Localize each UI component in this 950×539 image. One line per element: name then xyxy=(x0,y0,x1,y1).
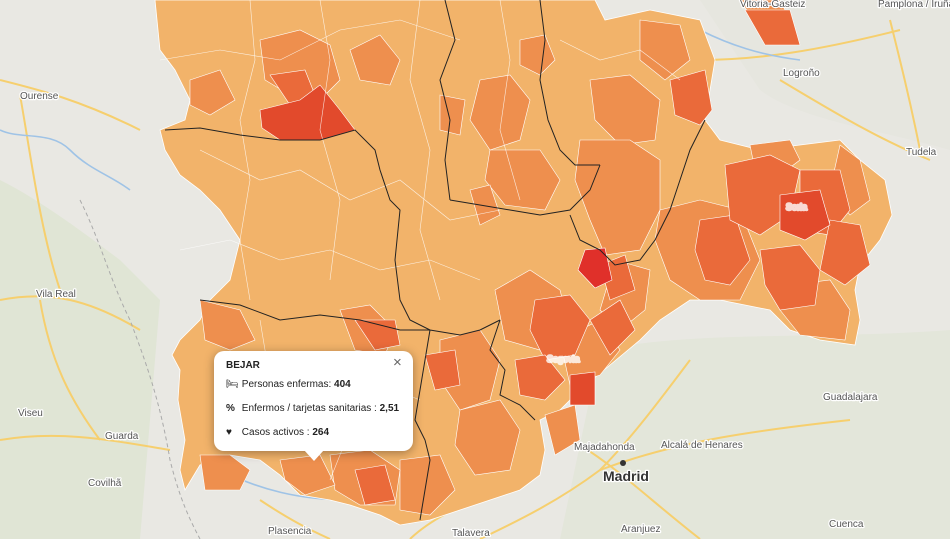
label-logrono: Logroño xyxy=(783,68,820,79)
popup-value-enfermas: 404 xyxy=(334,379,351,390)
label-majadahonda: Majadahonda xyxy=(574,442,635,453)
zones-max xyxy=(577,247,613,289)
popup-label-enfermas: Personas enfermas: xyxy=(241,379,335,390)
label-viseu: Viseu xyxy=(18,408,43,419)
label-pamplona: Pamplona / Iruña xyxy=(878,0,950,10)
label-vitoria: Vitoria-Gasteiz xyxy=(740,0,805,10)
heartbeat-icon: ♥ xyxy=(226,427,232,438)
popup-pointer xyxy=(304,450,324,461)
popup-row-ratio: % Enfermos / tarjetas sanitarias : 2,51 xyxy=(226,403,399,414)
label-covilha: Covilhã xyxy=(88,478,122,489)
roads xyxy=(0,19,931,539)
country-border xyxy=(79,199,201,539)
label-segovia: Segovia xyxy=(547,354,580,364)
zones-high xyxy=(269,9,871,506)
label-soria: Soria xyxy=(786,202,807,212)
popup-value-ratio: 2,51 xyxy=(379,403,400,414)
label-aranjuez: Aranjuez xyxy=(621,524,660,535)
percent-icon: % xyxy=(226,403,235,414)
zones-medium xyxy=(189,0,871,516)
popup-title: BEJAR xyxy=(226,360,260,371)
province-borders xyxy=(164,0,706,521)
bed-icon: 🛏 xyxy=(226,379,239,390)
municipal-borders xyxy=(159,0,681,481)
label-madrid: Madrid xyxy=(603,468,649,484)
close-icon[interactable]: × xyxy=(393,354,402,371)
zones-very-high xyxy=(259,84,831,406)
label-cuenca: Cuenca xyxy=(829,519,864,530)
label-plasencia: Plasencia xyxy=(268,526,312,537)
label-ourense: Ourense xyxy=(20,91,59,102)
popup-value-activos: 264 xyxy=(312,427,330,438)
popup-label-ratio: Enfermos / tarjetas sanitarias : xyxy=(241,403,380,414)
label-talavera: Talavera xyxy=(452,528,490,539)
popup-row-enfermas: 🛏 Personas enfermas: 404 xyxy=(226,379,351,390)
popup-row-activos: ♥ Casos activos : 264 xyxy=(226,427,329,438)
madrid-dot xyxy=(620,460,626,466)
label-guadalajara: Guadalajara xyxy=(823,392,878,403)
popup-label-activos: Casos activos : xyxy=(241,427,313,438)
label-guarda: Guarda xyxy=(105,431,139,442)
label-vila-real: Vila Real xyxy=(36,289,76,300)
info-popup: BEJAR × 🛏 Personas enfermas: 404 % Enfer… xyxy=(214,351,413,461)
terrain-west xyxy=(0,180,160,539)
label-alcala: Alcalá de Henares xyxy=(661,440,743,451)
terrain-east xyxy=(560,330,950,539)
label-tudela: Tudela xyxy=(906,147,937,158)
